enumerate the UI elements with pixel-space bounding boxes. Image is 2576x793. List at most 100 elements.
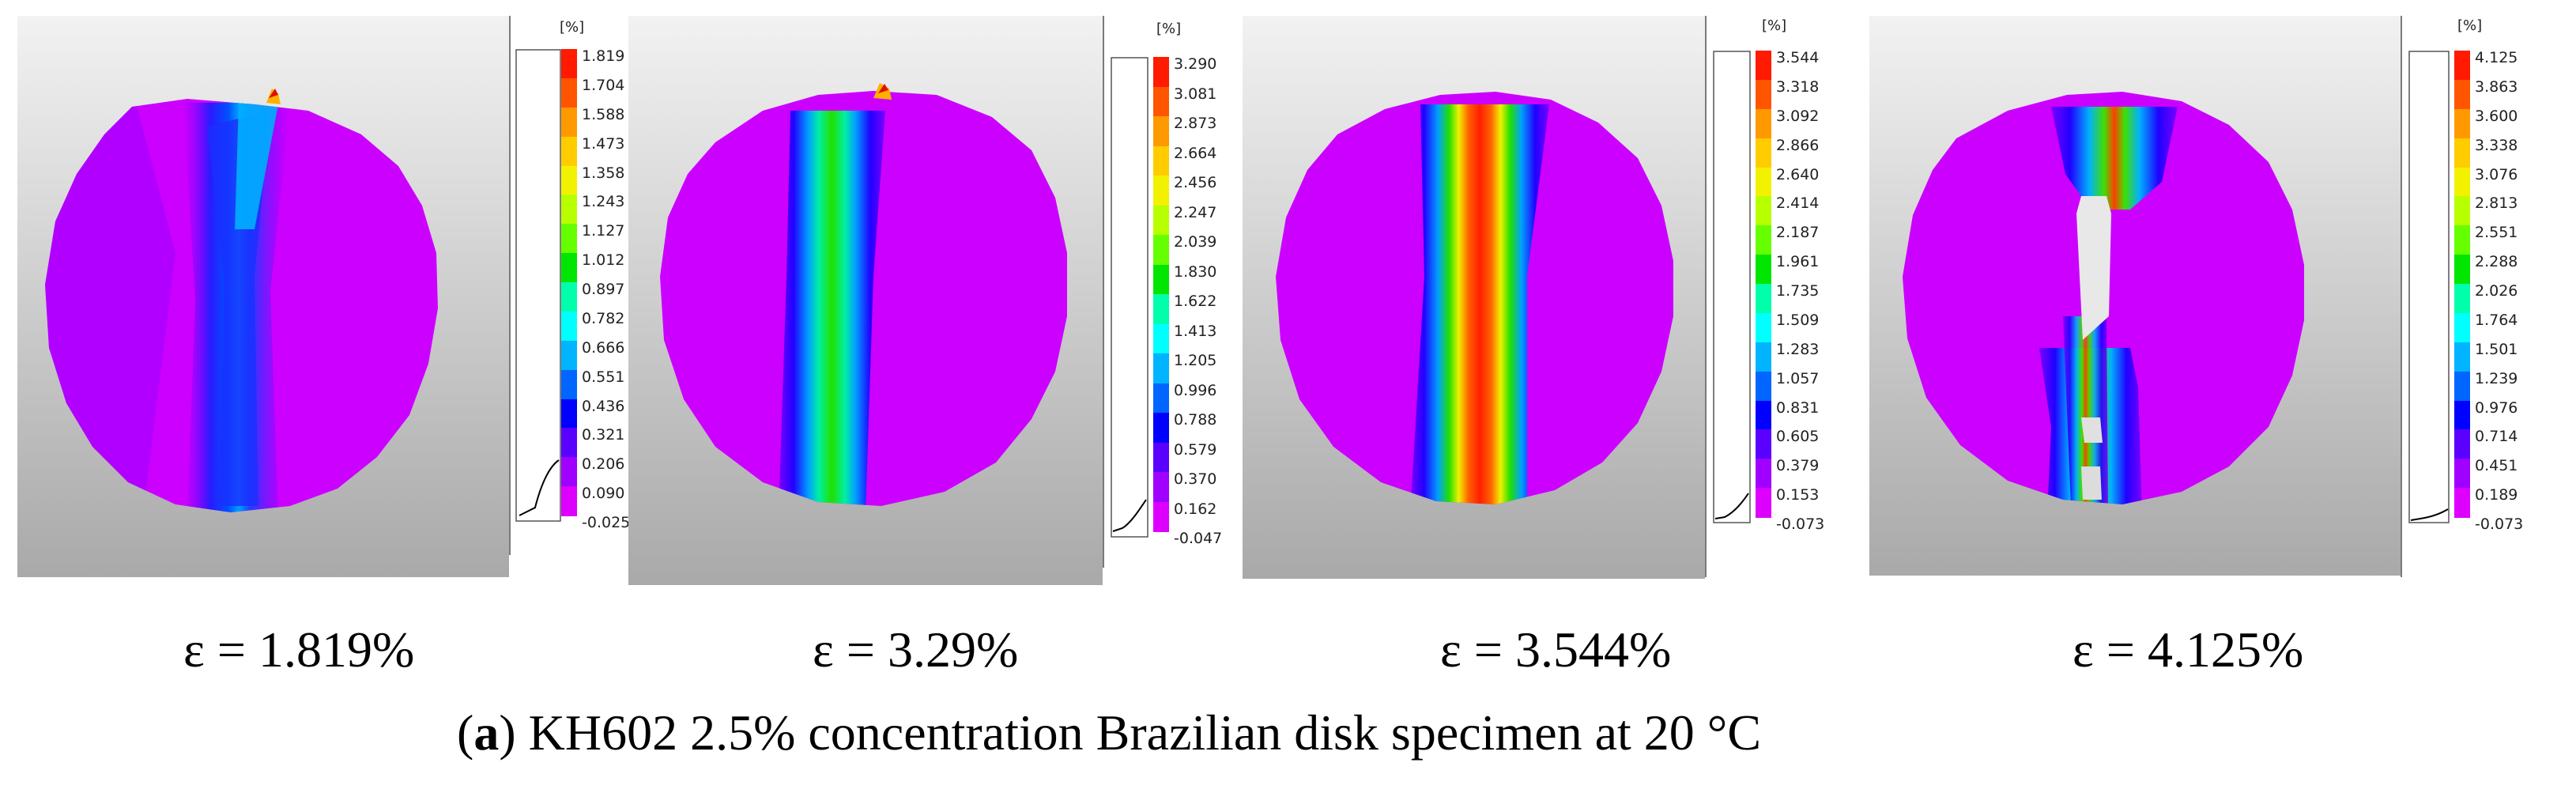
color-bar-segment <box>2454 108 2470 139</box>
legend-tick-label: 1.283 <box>1776 340 1820 358</box>
legend-tick-label: 3.863 <box>2475 77 2518 96</box>
legend-tick-label: 1.735 <box>1776 282 1820 300</box>
strain-contour-2 <box>628 16 1103 585</box>
color-scale-legend-3: [%] 3.544 3.318 3.092 2.866 2.640 2.414 2.187 1… <box>1705 16 1876 577</box>
color-bar-segment <box>2454 371 2470 401</box>
legend-tick-label: 1.239 <box>2475 369 2518 387</box>
color-scale-legend-2: [%] 3.290 3.081 2.873 2.664 2.456 2.247 2.039 1… <box>1103 16 1254 568</box>
color-bar-segment <box>1153 323 1169 354</box>
color-bar-segment <box>1756 225 1771 255</box>
color-bar-segment <box>2454 138 2470 168</box>
legend-tick-label: 0.605 <box>1776 428 1820 446</box>
legend-tick-label: 0.370 <box>1174 470 1217 488</box>
color-bar-segment <box>2454 459 2470 489</box>
color-bar-2 <box>1153 57 1169 532</box>
color-bar-segment <box>561 340 577 371</box>
legend-tick-label: 1.243 <box>582 193 625 211</box>
legend-tick-label: 3.338 <box>2475 136 2518 154</box>
strain-caption-1: ε = 1.819% <box>183 621 414 679</box>
color-bar-segment <box>561 428 577 458</box>
legend-tick-label: 2.664 <box>1174 144 1217 162</box>
color-bar-segment <box>1756 342 1771 372</box>
color-bar-segment <box>2454 312 2470 343</box>
specimen-view-2 <box>628 16 1103 585</box>
strain-caption-2: ε = 3.29% <box>813 621 1018 679</box>
legend-ticks-2: 3.290 3.081 2.873 2.664 2.456 2.247 2.039 1.830… <box>1174 49 1245 547</box>
legend-tick-label: -0.025 <box>582 514 631 531</box>
histogram-boxes-2 <box>1111 57 1148 538</box>
color-bar-segment <box>1756 79 1771 110</box>
legend-tick-label: 0.782 <box>582 309 625 327</box>
legend-tick-label: 2.247 <box>1174 203 1217 221</box>
strain-contour-3 <box>1243 16 1705 579</box>
legend-tick-label: 3.318 <box>1776 77 1820 96</box>
legend-tick-label: 1.473 <box>582 134 625 153</box>
histogram-boxes-4 <box>2408 51 2450 523</box>
epsilon-symbol-2: ε <box>813 621 834 678</box>
color-scale-legend-1: [%] 1.819 1.704 1.588 1.473 1.358 1.243 1.127 1… <box>509 16 643 555</box>
color-bar-segment <box>1756 429 1771 459</box>
legend-tick-label: 2.456 <box>1174 174 1217 191</box>
legend-tick-label: 1.961 <box>1776 253 1820 271</box>
legend-tick-label: 1.819 <box>582 47 625 65</box>
legend-tick-label: 3.290 <box>1174 55 1217 73</box>
legend-ticks-4: 4.125 3.863 3.600 3.338 3.076 2.813 2.551 2.288… <box>2475 43 2562 533</box>
color-bar-segment <box>561 282 577 312</box>
epsilon-symbol-3: ε <box>1440 621 1461 678</box>
color-bar-segment <box>1756 400 1771 430</box>
legend-tick-label: 0.551 <box>582 368 625 386</box>
epsilon-symbol-4: ε <box>2072 621 2094 678</box>
color-bar-segment <box>561 77 577 108</box>
strain-contour-4 <box>1869 16 2401 576</box>
legend-tick-label: 0.379 <box>1776 457 1820 475</box>
legend-tick-label: 0.153 <box>1776 486 1820 504</box>
legend-ticks-3: 3.544 3.318 3.092 2.866 2.640 2.414 2.187 1.961… <box>1776 43 1863 533</box>
color-bar-3 <box>1756 51 1771 518</box>
strain-contour-1 <box>17 16 509 577</box>
histogram-boxes-3 <box>1713 51 1751 523</box>
color-bar-segment <box>1153 501 1169 532</box>
color-bar-segment <box>2454 284 2470 314</box>
color-bar-segment <box>561 486 577 516</box>
color-bar-segment <box>561 165 577 195</box>
legend-tick-label: 1.358 <box>582 164 625 182</box>
legend-tick-label: 1.501 <box>2475 340 2518 358</box>
legend-tick-label: 1.012 <box>582 251 625 270</box>
legend-tick-label: 0.976 <box>2475 398 2518 417</box>
color-bar-segment <box>1153 57 1169 87</box>
legend-tick-label: 0.189 <box>2475 486 2518 504</box>
color-bar-segment <box>561 194 577 225</box>
color-bar-segment <box>1153 264 1169 295</box>
strain-caption-3: ε = 3.544% <box>1440 621 1671 679</box>
legend-tick-label: 2.813 <box>2475 194 2518 213</box>
legend-tick-label: 2.866 <box>1776 136 1820 154</box>
legend-tick-label: -0.047 <box>1174 530 1223 547</box>
strain-caption-4: ε = 4.125% <box>2072 621 2303 679</box>
legend-tick-label: 0.436 <box>582 397 625 415</box>
color-bar-segment <box>1756 138 1771 168</box>
color-bar-segment <box>2454 196 2470 226</box>
legend-tick-label: -0.073 <box>2475 515 2524 533</box>
color-bar-segment <box>1153 205 1169 236</box>
legend-tick-label: 3.092 <box>1776 107 1820 125</box>
color-bar-segment <box>1153 116 1169 146</box>
color-bar-segment <box>1756 108 1771 139</box>
color-bar-segment <box>1756 255 1771 285</box>
color-bar-segment <box>1756 51 1771 81</box>
strain-value-4: = 4.125% <box>2106 621 2304 678</box>
color-bar-1 <box>561 49 577 516</box>
strain-panel-2: [%] 3.290 3.081 2.873 2.664 2.456 2.247 2.039 1… <box>628 16 1254 585</box>
legend-tick-label: 2.873 <box>1174 115 1217 132</box>
color-bar-segment <box>2454 79 2470 110</box>
color-bar-segment <box>1153 383 1169 413</box>
legend-tick-label: 1.127 <box>582 222 625 240</box>
color-bar-segment <box>1153 235 1169 265</box>
color-bar-segment <box>1756 167 1771 197</box>
legend-tick-label: 1.509 <box>1776 311 1820 329</box>
legend-tick-label: 2.039 <box>1174 233 1217 251</box>
legend-tick-label: 1.622 <box>1174 293 1217 310</box>
legend-tick-label: 2.414 <box>1776 194 1820 213</box>
legend-tick-label: 4.125 <box>2475 49 2518 66</box>
legend-tick-label: 0.714 <box>2475 428 2518 446</box>
legend-tick-label: 3.076 <box>2475 165 2518 183</box>
